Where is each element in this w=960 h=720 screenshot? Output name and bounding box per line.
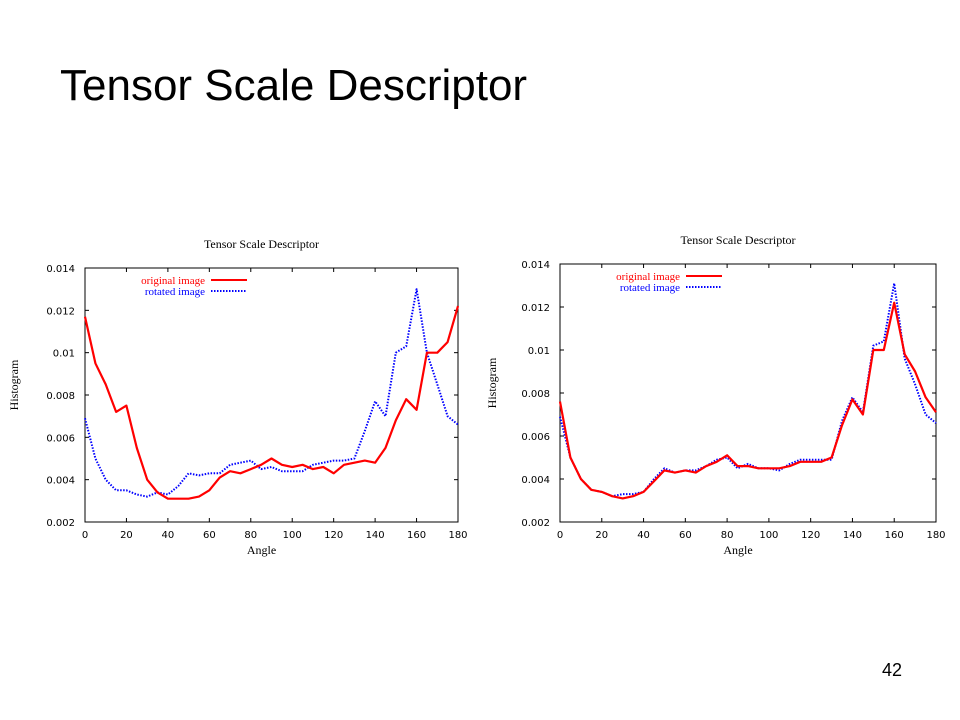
chart-title: Tensor Scale Descriptor: [680, 233, 795, 247]
legend-label: original image: [141, 275, 205, 287]
page-number: 42: [881, 660, 902, 680]
x-tick-label: 20: [120, 530, 133, 541]
legend-label: rotated image: [620, 282, 680, 294]
y-tick-label: 0.01: [528, 346, 550, 357]
y-tick-label: 0.014: [46, 264, 75, 275]
slide-title: Tensor Scale Descriptor: [60, 61, 528, 110]
x-axis-label: Angle: [247, 543, 276, 557]
x-tick-label: 140: [843, 530, 862, 541]
y-tick-label: 0.004: [46, 476, 75, 487]
chart-title: Tensor Scale Descriptor: [204, 237, 319, 251]
x-tick-label: 80: [244, 530, 257, 541]
x-tick-label: 20: [595, 530, 608, 541]
x-tick-label: 140: [366, 530, 385, 541]
x-tick-label: 120: [324, 530, 343, 541]
y-tick-label: 0.004: [521, 475, 550, 486]
y-axis-label: Histogram: [485, 357, 499, 408]
y-tick-label: 0.006: [46, 433, 75, 444]
x-tick-label: 160: [407, 530, 426, 541]
legend-label: original image: [616, 271, 680, 283]
series-line-rotated: [559, 282, 937, 498]
plot-frame: [559, 263, 937, 523]
x-tick-label: 180: [448, 530, 467, 541]
y-tick-label: 0.002: [521, 518, 550, 529]
plot-frame: [84, 267, 459, 523]
x-axis-label: Angle: [723, 543, 752, 557]
y-tick-label: 0.012: [46, 306, 75, 317]
series-line-rotated: [84, 288, 459, 498]
y-tick-label: 0.012: [521, 303, 550, 314]
series-line-original: [558, 301, 937, 500]
y-tick-label: 0.008: [46, 391, 75, 402]
y-tick-label: 0.006: [521, 432, 550, 443]
x-tick-label: 60: [203, 530, 216, 541]
series-line-original: [83, 305, 460, 500]
x-tick-label: 160: [885, 530, 904, 541]
x-tick-label: 100: [759, 530, 778, 541]
x-tick-label: 40: [162, 530, 175, 541]
x-tick-label: 180: [926, 530, 945, 541]
x-tick-label: 80: [721, 530, 734, 541]
y-tick-label: 0.008: [521, 389, 550, 400]
chart-right: Tensor Scale Descriptor 0 20 40 60 80 100 120 14…: [485, 233, 946, 557]
x-tick-label: 0: [82, 530, 88, 541]
x-tick-label: 100: [283, 530, 302, 541]
x-tick-label: 40: [637, 530, 650, 541]
x-tick-label: 120: [801, 530, 820, 541]
y-tick-label: 0.01: [53, 349, 75, 360]
legend-label: rotated image: [145, 286, 205, 298]
x-tick-label: 0: [557, 530, 563, 541]
y-tick-label: 0.002: [46, 518, 75, 529]
x-tick-label: 60: [679, 530, 692, 541]
y-axis-label: Histogram: [7, 359, 21, 410]
chart-left: Tensor Scale Descriptor 0 20 40 60 80 100 120 14…: [7, 237, 468, 557]
y-tick-label: 0.014: [521, 260, 550, 271]
